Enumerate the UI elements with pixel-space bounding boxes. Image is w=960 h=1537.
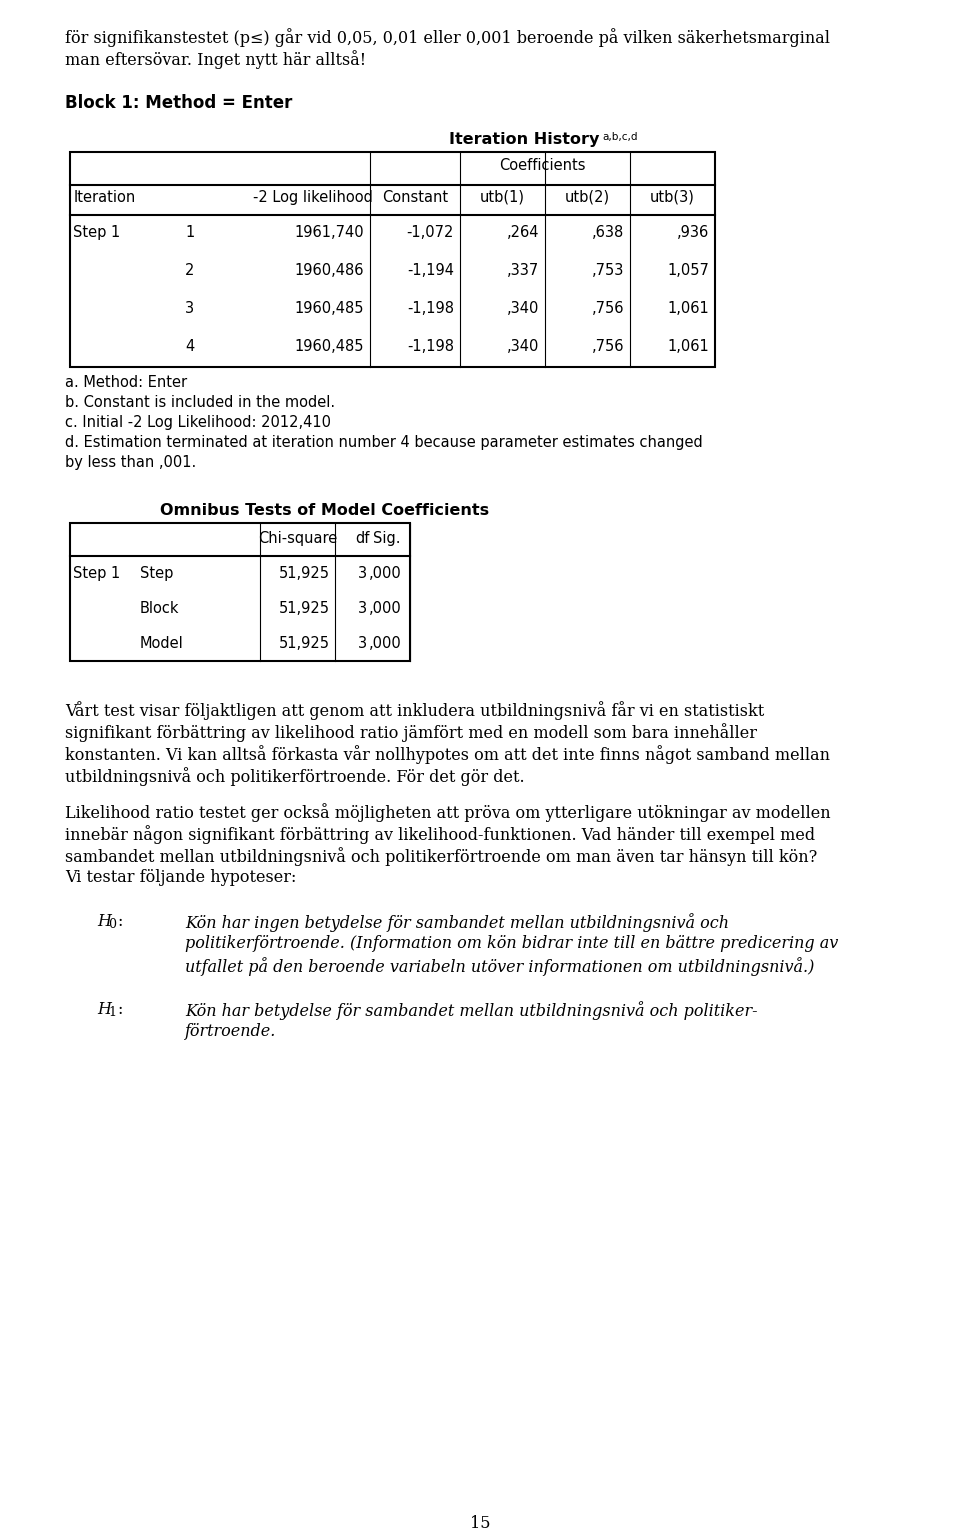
Text: utb(1): utb(1) xyxy=(480,191,525,204)
Text: :: : xyxy=(117,913,122,930)
Text: Model: Model xyxy=(140,636,183,652)
Text: ,000: ,000 xyxy=(370,636,402,652)
Text: 0: 0 xyxy=(108,918,116,931)
Text: Omnibus Tests of Model Coefficients: Omnibus Tests of Model Coefficients xyxy=(160,503,490,518)
Text: 1,057: 1,057 xyxy=(667,263,709,278)
Text: d. Estimation terminated at iteration number 4 because parameter estimates chang: d. Estimation terminated at iteration nu… xyxy=(65,435,703,450)
Text: ,756: ,756 xyxy=(591,301,624,317)
Text: 15: 15 xyxy=(469,1515,491,1532)
Text: 3: 3 xyxy=(185,301,195,317)
Text: ,756: ,756 xyxy=(591,340,624,354)
Text: 3: 3 xyxy=(358,601,367,616)
Text: -1,198: -1,198 xyxy=(407,340,454,354)
Text: ,936: ,936 xyxy=(677,224,709,240)
Text: 1960,486: 1960,486 xyxy=(295,263,364,278)
Text: Likelihood ratio testet ger också möjligheten att pröva om ytterligare utökninga: Likelihood ratio testet ger också möjlig… xyxy=(65,802,830,822)
Text: 1960,485: 1960,485 xyxy=(295,340,364,354)
Text: Step: Step xyxy=(140,566,174,581)
Text: :: : xyxy=(117,1001,122,1017)
Text: 51,925: 51,925 xyxy=(279,601,330,616)
Text: 2: 2 xyxy=(185,263,195,278)
Text: 1: 1 xyxy=(185,224,195,240)
Text: 1,061: 1,061 xyxy=(667,301,709,317)
Text: 3: 3 xyxy=(358,636,367,652)
Text: 1961,740: 1961,740 xyxy=(295,224,364,240)
Text: c. Initial -2 Log Likelihood: 2012,410: c. Initial -2 Log Likelihood: 2012,410 xyxy=(65,415,331,430)
Text: Block 1: Method = Enter: Block 1: Method = Enter xyxy=(65,94,293,112)
Text: utb(2): utb(2) xyxy=(564,191,610,204)
Text: signifikant förbättring av likelihood ratio jämfört med en modell som bara inneh: signifikant förbättring av likelihood ra… xyxy=(65,722,757,742)
Text: Sig.: Sig. xyxy=(372,530,400,546)
Text: 1960,485: 1960,485 xyxy=(295,301,364,317)
Text: H: H xyxy=(97,1001,111,1017)
Text: Iteration History: Iteration History xyxy=(449,132,599,148)
Text: Step 1: Step 1 xyxy=(73,224,120,240)
Text: ,638: ,638 xyxy=(591,224,624,240)
Text: -1,072: -1,072 xyxy=(407,224,454,240)
Bar xyxy=(70,152,715,367)
Text: utb(3): utb(3) xyxy=(650,191,695,204)
Text: H: H xyxy=(97,913,111,930)
Text: Vi testar följande hypoteser:: Vi testar följande hypoteser: xyxy=(65,868,297,885)
Text: ,000: ,000 xyxy=(370,601,402,616)
Text: Constant: Constant xyxy=(382,191,448,204)
Text: a. Method: Enter: a. Method: Enter xyxy=(65,375,187,390)
Text: ,000: ,000 xyxy=(370,566,402,581)
Text: ,264: ,264 xyxy=(507,224,539,240)
Text: 3: 3 xyxy=(358,566,367,581)
Text: b. Constant is included in the model.: b. Constant is included in the model. xyxy=(65,395,335,410)
Text: by less than ,001.: by less than ,001. xyxy=(65,455,196,470)
Text: Iteration: Iteration xyxy=(74,191,136,204)
Text: 1: 1 xyxy=(108,1007,116,1019)
Text: a,b,c,d: a,b,c,d xyxy=(602,132,637,141)
Text: politikerförtroende. (Information om kön bidrar inte till en bättre predicering : politikerförtroende. (Information om kön… xyxy=(185,934,838,951)
Text: konstanten. Vi kan alltså förkasta vår nollhypotes om att det inte finns något s: konstanten. Vi kan alltså förkasta vår n… xyxy=(65,745,830,764)
Text: -1,194: -1,194 xyxy=(407,263,454,278)
Text: 4: 4 xyxy=(185,340,195,354)
Text: df: df xyxy=(355,530,370,546)
Text: ,753: ,753 xyxy=(591,263,624,278)
Text: Block: Block xyxy=(140,601,180,616)
Text: innebär någon signifikant förbättring av likelihood-funktionen. Vad händer till : innebär någon signifikant förbättring av… xyxy=(65,825,815,844)
Text: sambandet mellan utbildningsnivå och politikerförtroende om man även tar hänsyn : sambandet mellan utbildningsnivå och pol… xyxy=(65,847,817,865)
Text: förtroende.: förtroende. xyxy=(185,1024,276,1041)
Text: -1,198: -1,198 xyxy=(407,301,454,317)
Text: Kön har ingen betydelse för sambandet mellan utbildningsnivå och: Kön har ingen betydelse för sambandet me… xyxy=(185,913,729,931)
Text: -2 Log likelihood: -2 Log likelihood xyxy=(252,191,372,204)
Bar xyxy=(70,523,410,661)
Text: för signifikanstestet (p≤) går vid 0,05, 0,01 eller 0,001 beroende på vilken säk: för signifikanstestet (p≤) går vid 0,05,… xyxy=(65,28,830,48)
Text: ,337: ,337 xyxy=(507,263,539,278)
Text: utfallet på den beroende variabeln utöver informationen om utbildningsnivå.): utfallet på den beroende variabeln utöve… xyxy=(185,958,814,976)
Text: Chi-square: Chi-square xyxy=(258,530,337,546)
Text: ,340: ,340 xyxy=(507,301,539,317)
Text: utbildningsnivå och politikerförtroende. För det gör det.: utbildningsnivå och politikerförtroende.… xyxy=(65,767,524,785)
Text: Step 1: Step 1 xyxy=(73,566,120,581)
Text: Kön har betydelse för sambandet mellan utbildningsnivå och politiker-: Kön har betydelse för sambandet mellan u… xyxy=(185,1001,757,1021)
Text: 51,925: 51,925 xyxy=(279,636,330,652)
Text: 51,925: 51,925 xyxy=(279,566,330,581)
Text: man eftersövar. Inget nytt här alltså!: man eftersövar. Inget nytt här alltså! xyxy=(65,51,366,69)
Text: Coefficients: Coefficients xyxy=(499,158,586,174)
Text: 1,061: 1,061 xyxy=(667,340,709,354)
Text: ,340: ,340 xyxy=(507,340,539,354)
Text: Vårt test visar följaktligen att genom att inkludera utbildningsnivå får vi en s: Vårt test visar följaktligen att genom a… xyxy=(65,701,764,719)
